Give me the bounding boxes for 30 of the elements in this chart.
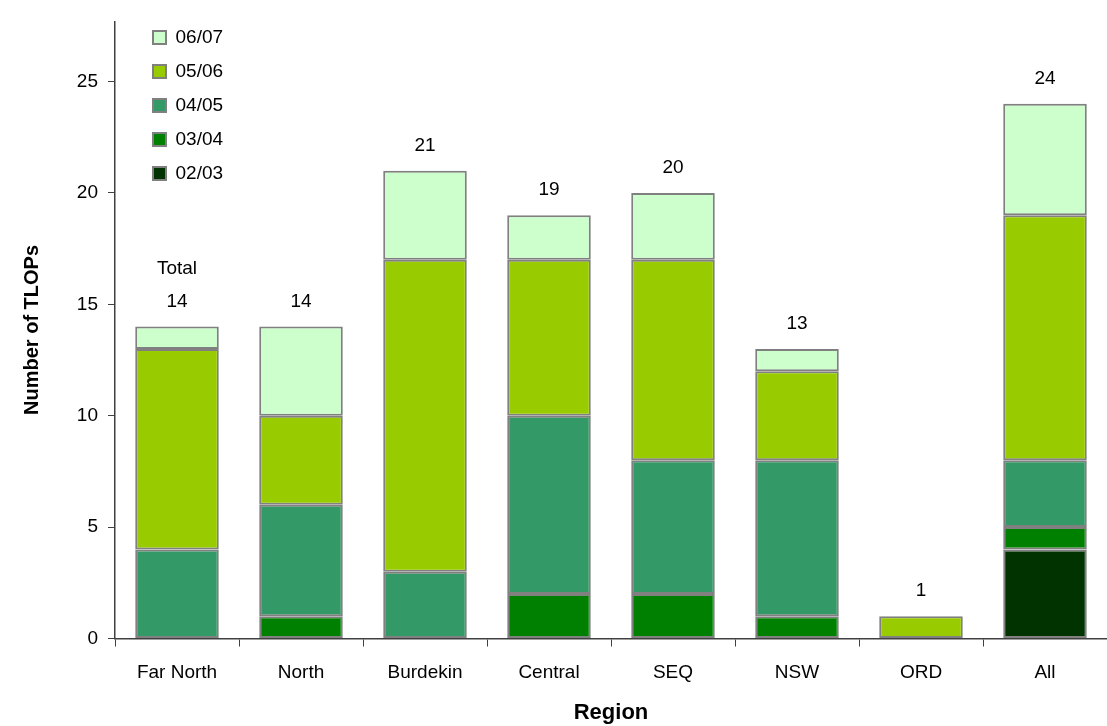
legend-label: 05/06 bbox=[175, 59, 224, 81]
total-label: 20 bbox=[662, 156, 684, 178]
y-tick-label: 5 bbox=[87, 515, 98, 537]
legend-label: 02/03 bbox=[175, 161, 224, 183]
total-label: 14 bbox=[166, 289, 188, 311]
x-tick-label: All bbox=[1034, 661, 1056, 683]
x-tick-label: NSW bbox=[774, 661, 820, 683]
y-tick-label: 0 bbox=[87, 626, 98, 648]
x-tick-label: North bbox=[277, 661, 325, 683]
legend-label: 06/07 bbox=[175, 25, 224, 47]
legend-label: 04/05 bbox=[175, 93, 224, 115]
x-tick-label: ORD bbox=[899, 661, 943, 683]
total-label: 19 bbox=[538, 178, 560, 200]
x-tick-label: Central bbox=[518, 661, 580, 683]
annotation: Total bbox=[156, 256, 198, 278]
y-tick-label: 25 bbox=[76, 69, 98, 91]
y-tick-label: 20 bbox=[76, 181, 98, 203]
y-tick-label: 10 bbox=[76, 403, 98, 425]
x-tick-label: Burdekin bbox=[387, 661, 463, 683]
legend-label: 03/04 bbox=[175, 127, 224, 149]
x-tick-label: Far North bbox=[136, 661, 218, 683]
total-label: 21 bbox=[414, 133, 436, 155]
total-label: 13 bbox=[786, 312, 808, 334]
total-label: 1 bbox=[915, 579, 927, 601]
x-axis-title: Region bbox=[573, 698, 649, 724]
x-tick-label: SEQ bbox=[652, 661, 694, 683]
total-label: 24 bbox=[1034, 67, 1056, 89]
y-axis-title: Number of TLOPs bbox=[19, 244, 42, 415]
y-tick-label: 15 bbox=[76, 292, 98, 314]
total-label: 14 bbox=[290, 289, 312, 311]
